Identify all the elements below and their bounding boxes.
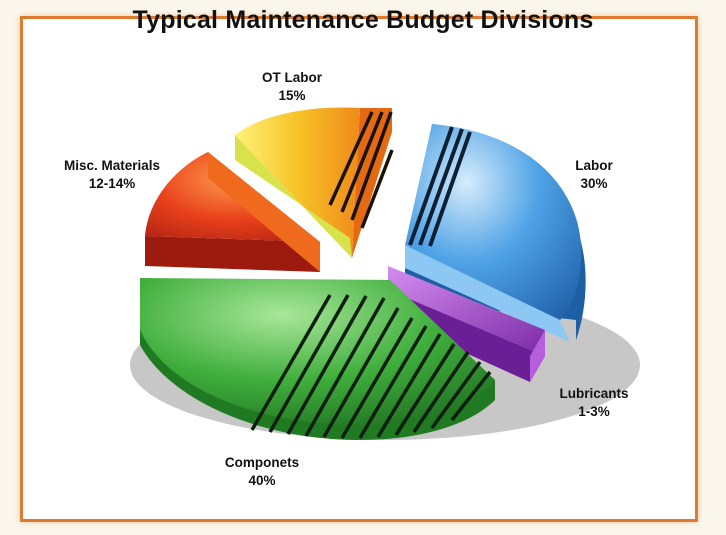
- slice-lubricants: [388, 266, 545, 382]
- label-lubricants: Lubricants 1-3%: [559, 386, 628, 419]
- label-ot-labor-value: 15%: [278, 88, 305, 103]
- label-ot-labor: OT Labor 15%: [262, 70, 323, 103]
- label-lubricants-name: Lubricants: [559, 386, 628, 401]
- label-componets-value: 40%: [248, 473, 275, 488]
- label-lubricants-value: 1-3%: [578, 404, 610, 419]
- hatch-ot-labor: [328, 111, 394, 229]
- hatch-labor: [408, 126, 472, 247]
- label-labor: Labor 30%: [575, 158, 613, 191]
- slice-misc-materials: [145, 152, 320, 272]
- label-misc-materials-name: Misc. Materials: [64, 158, 160, 173]
- label-labor-name: Labor: [575, 158, 613, 173]
- label-misc-materials-value: 12-14%: [89, 176, 136, 191]
- label-componets: Componets 40%: [225, 455, 299, 488]
- hatch-componets: [250, 294, 492, 439]
- label-ot-labor-name: OT Labor: [262, 70, 323, 85]
- label-componets-name: Componets: [225, 455, 299, 470]
- label-misc-materials: Misc. Materials 12-14%: [64, 158, 160, 191]
- label-labor-value: 30%: [580, 176, 607, 191]
- chart-title: Typical Maintenance Budget Divisions: [132, 6, 594, 34]
- slice-labor: [405, 124, 586, 342]
- slice-ot-labor: [235, 107, 392, 258]
